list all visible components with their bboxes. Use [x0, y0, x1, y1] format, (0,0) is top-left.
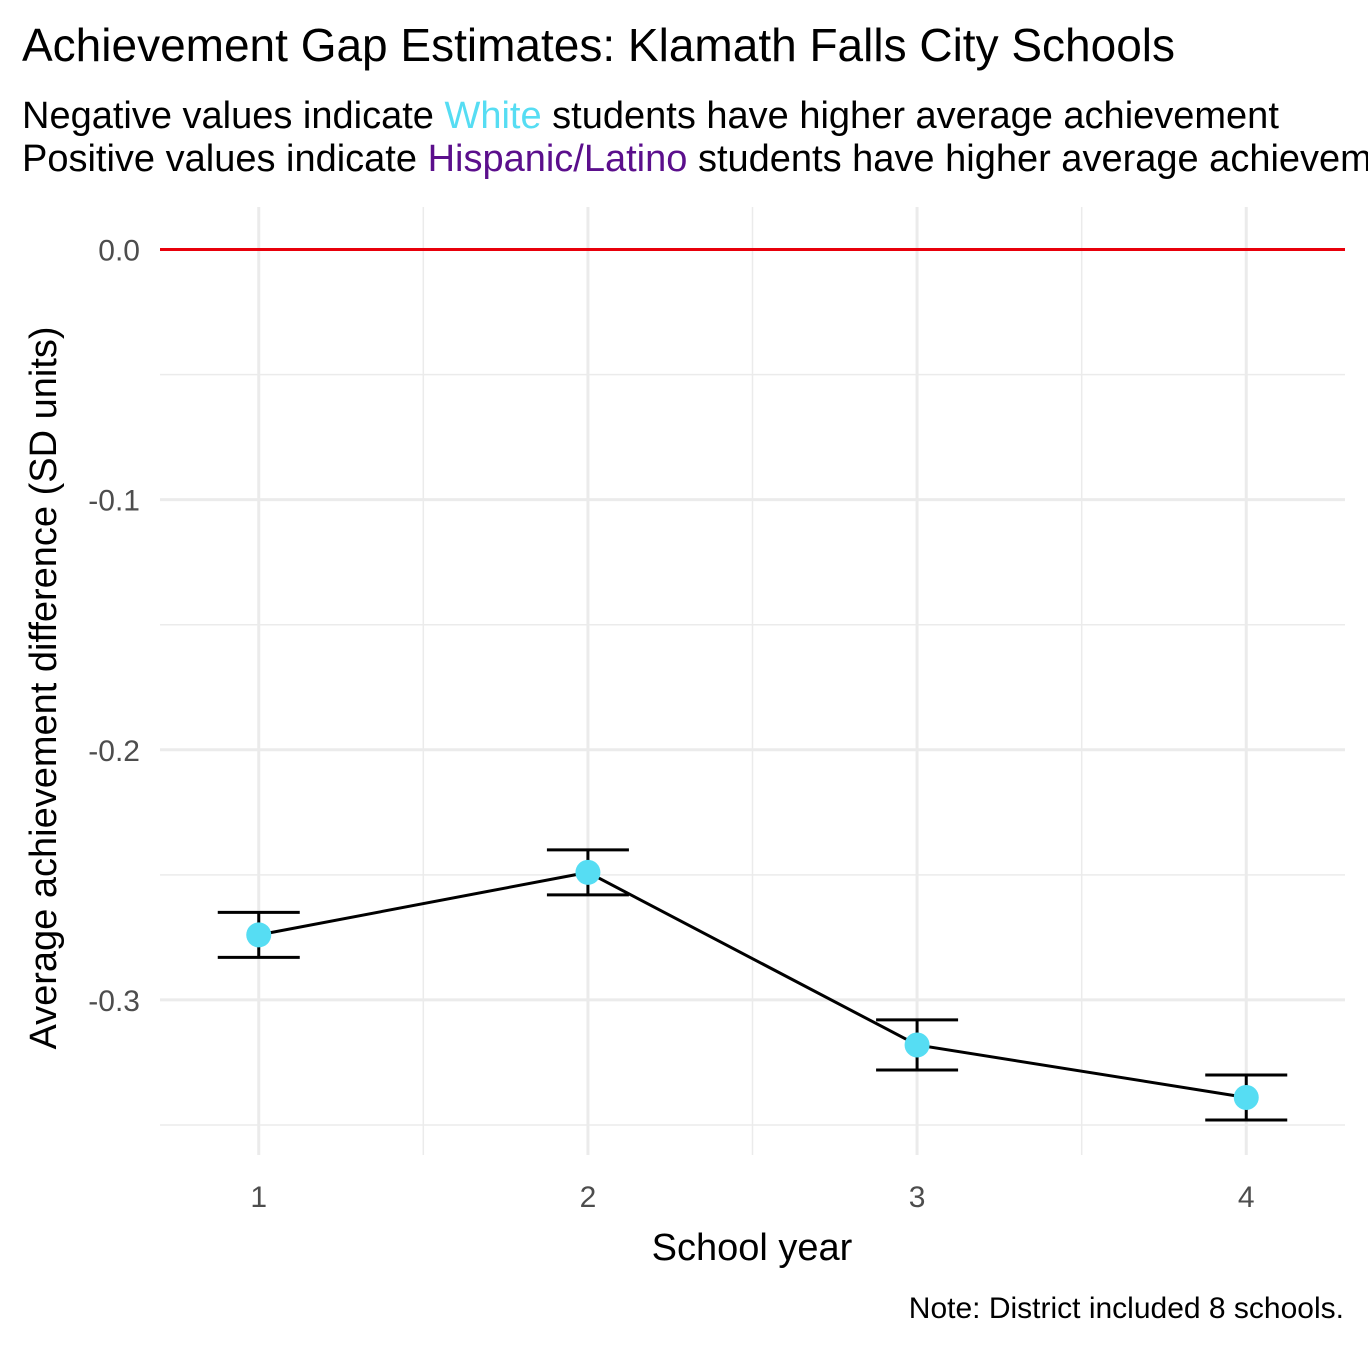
subtitle-positive-suffix: students have higher average achievement	[687, 138, 1368, 180]
x-tick-label: 1	[250, 1181, 267, 1214]
data-point	[246, 922, 272, 948]
y-tick-label: -0.2	[88, 735, 140, 768]
y-tick-label: 0.0	[98, 235, 140, 268]
x-tick-label: 3	[909, 1181, 926, 1214]
subtitle-line-negative: Negative values indicate White students …	[22, 97, 1279, 135]
series-points	[246, 859, 1259, 1110]
data-point	[575, 859, 601, 885]
series-lines	[258, 870, 1247, 1099]
x-tick-label: 2	[580, 1181, 597, 1214]
series-line	[258, 870, 1247, 1099]
x-tick-labels: 1 2 3 4	[250, 1181, 1254, 1214]
subtitle-line-positive: Positive values indicate Hispanic/Latino…	[22, 140, 1368, 178]
data-point	[1233, 1084, 1259, 1110]
x-axis-title: School year	[652, 1227, 853, 1269]
error-bars	[217, 848, 1288, 1122]
chart-title: Achievement Gap Estimates: Klamath Falls…	[22, 19, 1176, 71]
grid-minor	[160, 207, 1345, 1155]
chart-caption: Note: District included 8 schools.	[908, 1292, 1344, 1325]
subtitle-negative-prefix: Negative values indicate	[22, 95, 445, 137]
data-point	[904, 1032, 930, 1058]
x-tick-label: 4	[1238, 1181, 1255, 1214]
subtitle-negative-suffix: students have higher average achievement	[541, 95, 1279, 137]
y-tick-label: -0.1	[88, 485, 140, 518]
y-tick-labels: 0.0 -0.1 -0.2 -0.3	[88, 235, 140, 1018]
y-axis-title: Average achievement difference (SD units…	[23, 326, 65, 1049]
y-tick-label: -0.3	[88, 985, 140, 1018]
subtitle-white-group: White	[444, 95, 542, 137]
subtitle-hispanic-group: Hispanic/Latino	[427, 138, 688, 180]
subtitle-positive-prefix: Positive values indicate	[22, 138, 428, 180]
